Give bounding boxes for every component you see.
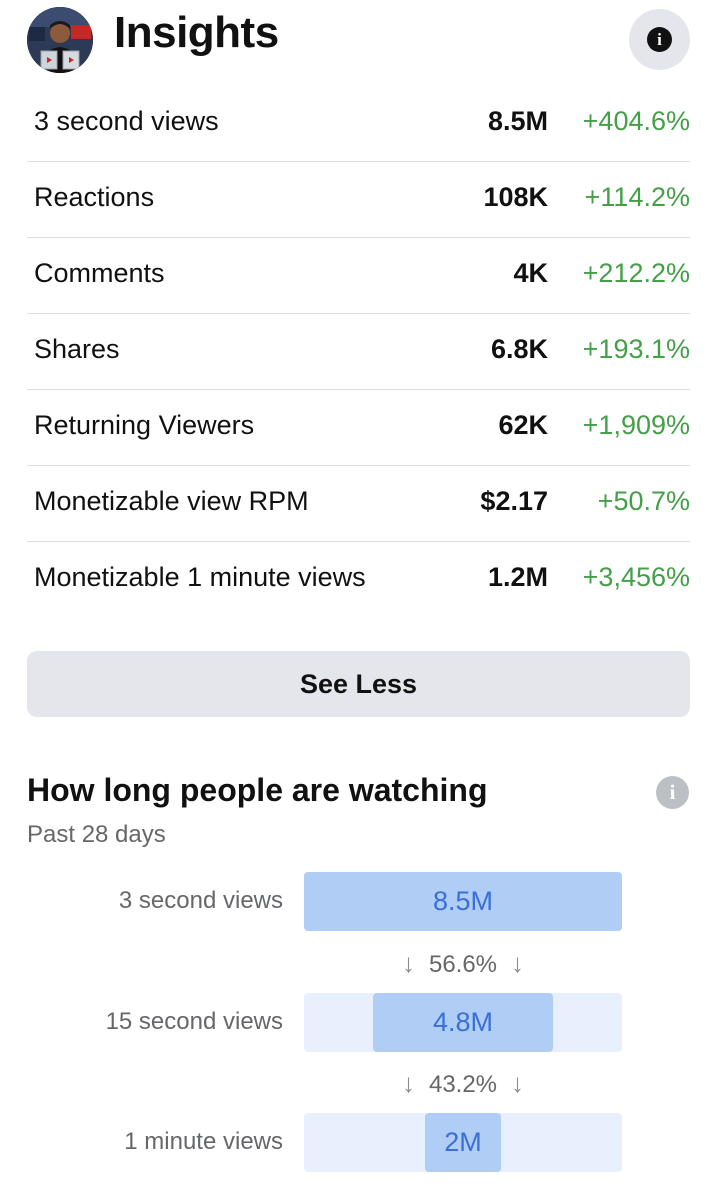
metric-value: 1.2M — [487, 562, 548, 592]
funnel-step-value: 4.8M — [432, 1007, 494, 1037]
metric-label: 3 second views — [34, 106, 219, 136]
metric-label: Monetizable 1 minute views — [34, 562, 366, 592]
dropoff-value: 43.2% — [428, 1071, 498, 1098]
metric-label: Monetizable view RPM — [34, 486, 309, 516]
funnel-step-label: 15 second views — [105, 1008, 283, 1035]
section-title: How long people are watching — [27, 772, 488, 808]
metric-value: 8.5M — [487, 106, 548, 136]
metric-row: 3 second views 8.5M +404.6% — [27, 86, 690, 162]
metric-change: +3,456% — [582, 562, 690, 592]
avatar[interactable] — [27, 7, 93, 73]
funnel-step-value: 8.5M — [432, 886, 494, 916]
metric-label: Comments — [34, 258, 165, 288]
funnel-step-label: 1 minute views — [124, 1128, 283, 1155]
funnel-bar-track: 4.8M — [304, 993, 622, 1052]
header: Insights i — [0, 0, 717, 86]
metric-row: Monetizable view RPM $2.17 +50.7% — [27, 466, 690, 542]
down-arrow-icon: ↓ — [401, 1068, 415, 1098]
funnel-bar-track: 2M — [304, 1113, 622, 1172]
info-button[interactable]: i — [629, 9, 690, 70]
funnel-step-label: 3 second views — [118, 887, 283, 914]
funnel-bar — [304, 872, 622, 931]
metric-value: $2.17 — [480, 486, 548, 516]
section-subtitle: Past 28 days — [27, 821, 166, 848]
metric-label: Shares — [34, 334, 120, 364]
down-arrow-icon: ↓ — [511, 1068, 525, 1098]
metric-change: +212.2% — [582, 258, 690, 288]
metric-value: 4K — [513, 258, 548, 288]
funnel-bar — [425, 1113, 501, 1172]
funnel-step-value: 2M — [444, 1127, 482, 1157]
metric-value: 108K — [483, 182, 548, 212]
metric-label: Returning Viewers — [34, 410, 255, 440]
metric-value: 6.8K — [490, 334, 548, 364]
metric-row: Comments 4K +212.2% — [27, 238, 690, 314]
watch-funnel: 3 second views 8.5M ↓ 56.6% ↓ 15 second vi… — [0, 872, 717, 1192]
dropoff-rate: ↓ 56.6% ↓ — [304, 948, 622, 978]
metric-row: Returning Viewers 62K +1,909% — [27, 390, 690, 466]
dropoff-value: 56.6% — [428, 951, 498, 978]
funnel-bar — [373, 993, 553, 1052]
metric-row: Reactions 108K +114.2% — [27, 162, 690, 238]
metric-value: 62K — [498, 410, 548, 440]
dropoff-rate: ↓ 43.2% ↓ — [304, 1068, 622, 1098]
down-arrow-icon: ↓ — [401, 948, 415, 978]
info-icon: i — [647, 27, 672, 52]
metric-row: Shares 6.8K +193.1% — [27, 314, 690, 390]
metric-change: +114.2% — [584, 182, 690, 212]
metric-change: +50.7% — [597, 486, 690, 516]
info-icon[interactable]: i — [656, 776, 689, 809]
down-arrow-icon: ↓ — [511, 948, 525, 978]
metric-label: Reactions — [34, 182, 155, 212]
metrics-list: 3 second views 8.5M +404.6% Reactions 10… — [27, 86, 690, 617]
metric-change: +1,909% — [582, 410, 690, 440]
funnel-bar-track: 8.5M — [304, 872, 622, 931]
page-title: Insights — [114, 8, 279, 57]
metric-change: +404.6% — [582, 106, 690, 136]
metric-change: +193.1% — [582, 334, 690, 364]
see-less-button[interactable]: See Less — [27, 651, 690, 717]
metric-row: Monetizable 1 minute views 1.2M +3,456% — [27, 542, 690, 617]
